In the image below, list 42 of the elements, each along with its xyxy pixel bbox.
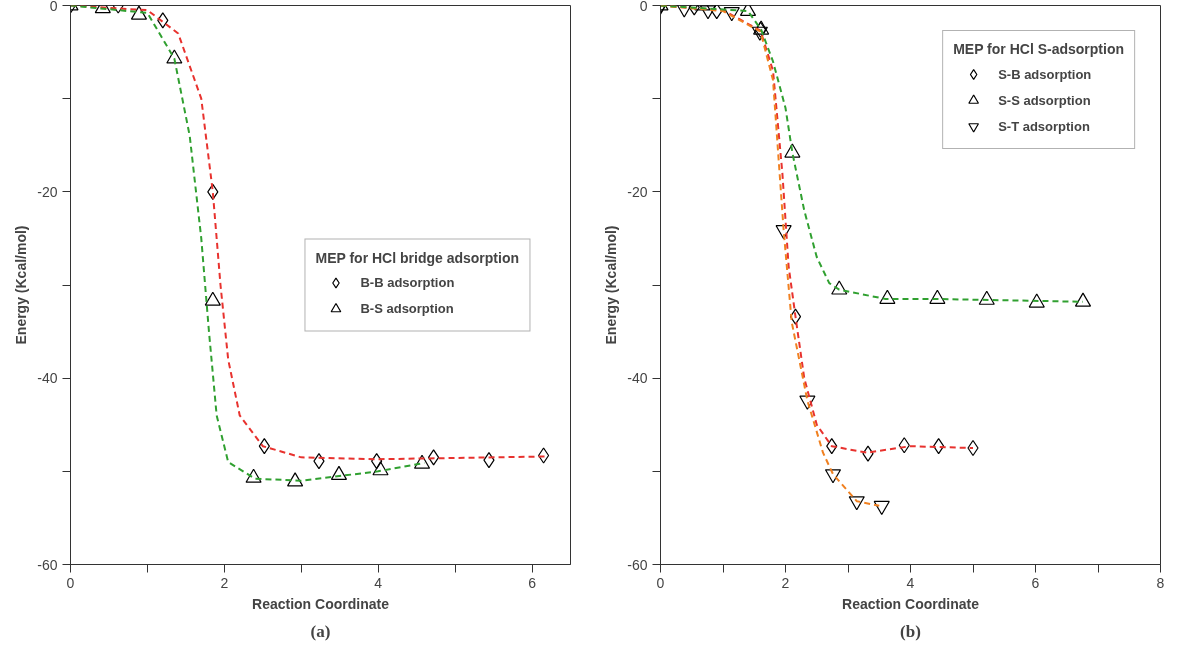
point: [157, 12, 169, 29]
x-tick-label: 2: [220, 574, 229, 591]
text: (a): [310, 621, 331, 641]
point: [204, 291, 221, 306]
legend-title: MEP for HCl S-adsorption: [953, 41, 1124, 57]
y-tick-label: -60: [627, 556, 648, 573]
y-tick-label: 0: [49, 0, 58, 14]
point: [245, 468, 262, 483]
x-axis-title: Reaction Coordinate: [842, 595, 980, 612]
point: [413, 454, 431, 469]
point: [427, 449, 440, 466]
x-tick-label: 2: [781, 574, 790, 591]
point: [207, 183, 219, 200]
legend-label: B-B adsorption: [360, 273, 455, 292]
point: [483, 452, 495, 469]
y-tick-label: -40: [627, 370, 648, 387]
legend-label: B-S adsorption: [360, 299, 454, 318]
text: (b): [900, 621, 921, 641]
x-tick-label: 4: [906, 574, 915, 591]
y-axis-title: Energy (Kcal/mol): [603, 225, 620, 345]
x-tick-label: 0: [66, 574, 75, 591]
x-tick-label: 0: [656, 574, 665, 591]
y-axis-title: Energy (Kcal/mol): [13, 225, 30, 345]
point: [287, 472, 304, 487]
point: [258, 438, 270, 455]
point: [372, 461, 389, 476]
y-tick-label: -20: [627, 183, 648, 200]
x-tick-label: 6: [528, 574, 537, 591]
point: [537, 447, 550, 464]
x-tick-label: 6: [1031, 574, 1040, 591]
x-axis-title: Reaction Coordinate: [252, 595, 390, 612]
y-tick-label: -60: [37, 556, 58, 573]
x-tick-label: 4: [374, 574, 383, 591]
y-tick-label: -20: [37, 183, 58, 200]
y-tick-label: -40: [37, 370, 58, 387]
legend-label: S-S adsorption: [998, 91, 1091, 110]
x-tick-label: 8: [1156, 574, 1165, 591]
legend-title: MEP for HCl bridge adsorption: [315, 249, 519, 265]
y-tick-label: 0: [639, 0, 648, 14]
legend-label: S-B adsorption: [998, 65, 1092, 84]
legend-label: S-T adsorption: [998, 117, 1090, 136]
point: [330, 465, 348, 480]
